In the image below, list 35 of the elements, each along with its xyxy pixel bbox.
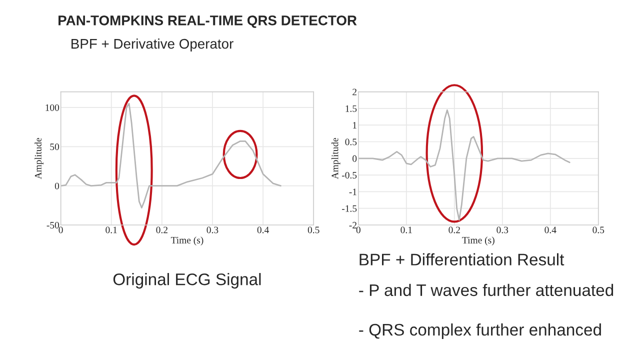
y-tick-label: 50 bbox=[50, 144, 60, 150]
x-axis-title: Time (s) bbox=[462, 236, 494, 246]
x-tick-label: 0.3 bbox=[496, 226, 508, 234]
text: BPF + Derivative Operator bbox=[72, 38, 234, 52]
x-tick-label: 0.5 bbox=[592, 226, 604, 234]
x-tick-label: 0.1 bbox=[106, 226, 117, 234]
y-tick-label: -2 bbox=[349, 222, 356, 228]
y-tick-label: -1.5 bbox=[342, 205, 357, 212]
y-tick-label: -1 bbox=[349, 188, 356, 196]
text: - P and T waves further attenuated bbox=[359, 284, 614, 296]
text: - QRS complex further enhanced bbox=[359, 323, 601, 339]
y-tick-label: 100 bbox=[46, 104, 60, 111]
x-axis-title: Time (s) bbox=[170, 236, 204, 246]
x-tick-label: 0.4 bbox=[544, 226, 556, 234]
text: Original ECG Signal bbox=[113, 273, 261, 289]
y-tick-label: 1 bbox=[353, 122, 356, 128]
text: BPF + Differentiation Result bbox=[360, 253, 564, 266]
y-tick-label: 2 bbox=[352, 88, 356, 96]
x-tick-label: 0.4 bbox=[257, 226, 269, 234]
x-tick-label: 0.2 bbox=[448, 226, 460, 234]
line-series bbox=[60, 102, 282, 208]
text: PAN-TOMPKINS REAL-TIME QRS DETECTOR bbox=[58, 15, 357, 28]
x-tick-label: 0.5 bbox=[308, 226, 320, 234]
x-tick-label: 0.2 bbox=[156, 226, 168, 234]
y-axis-title: Amplitude bbox=[34, 138, 44, 180]
x-tick-label: 0.3 bbox=[206, 226, 218, 234]
y-tick-label: 0 bbox=[352, 155, 357, 162]
y-tick-label: 0 bbox=[54, 182, 60, 190]
y-tick-label: 0.5 bbox=[345, 138, 357, 146]
y-tick-label: 1.5 bbox=[346, 105, 357, 112]
y-tick-label: -50 bbox=[46, 222, 60, 228]
y-axis-title: Amplitude bbox=[331, 138, 340, 180]
y-tick-label: -0.5 bbox=[342, 172, 357, 179]
line-series bbox=[358, 109, 570, 221]
x-tick-label: 0.1 bbox=[400, 226, 412, 234]
